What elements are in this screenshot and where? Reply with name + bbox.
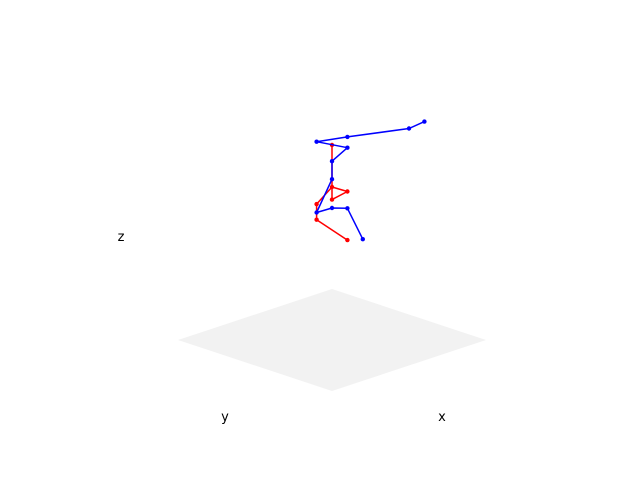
series-2-point-1 [360, 237, 365, 242]
series-1-point-5 [345, 189, 350, 194]
series-2-point-9 [345, 134, 350, 140]
series-2-point-2 [345, 206, 350, 211]
series-2-point-3 [329, 205, 335, 211]
series-2-point-11 [422, 119, 427, 124]
ground-plane [178, 289, 486, 391]
series-2-point-10 [406, 126, 412, 131]
series-2-point-5 [329, 177, 335, 182]
plot-area [314, 119, 427, 243]
series-1-point-1 [345, 237, 350, 243]
series-1-point-3 [314, 201, 319, 207]
series-2-point-4 [314, 210, 319, 215]
series-2-point-8 [314, 139, 319, 144]
series-2-point-6 [329, 159, 335, 164]
z-axis-label: z [118, 230, 125, 245]
y-axis-label: y [221, 410, 229, 425]
series-1-point-6 [329, 197, 335, 202]
series-1-point-2 [314, 217, 319, 222]
x-axis-label: x [438, 410, 446, 425]
series-1-point-4 [329, 184, 335, 190]
series-2-point-7 [345, 145, 350, 150]
